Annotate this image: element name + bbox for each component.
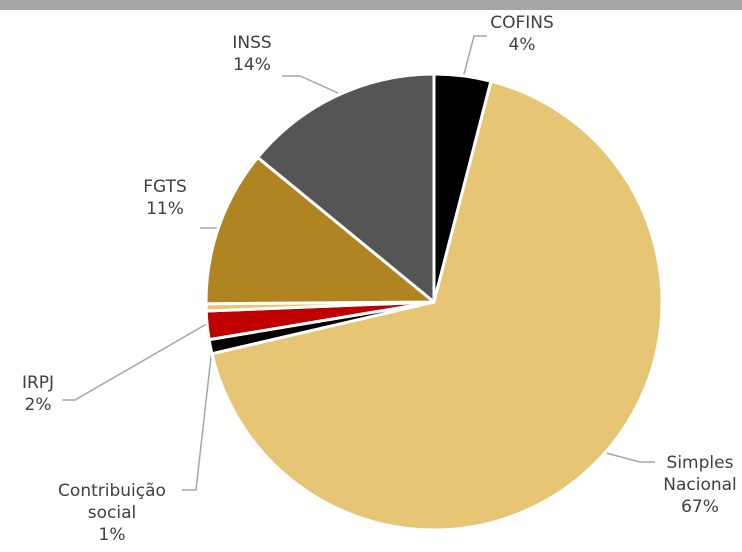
data-label: Simples Nacional 67%: [645, 452, 742, 518]
data-label: FGTS 11%: [110, 176, 220, 220]
category-label: INSS: [232, 33, 272, 53]
category-label: Contribuição social: [58, 481, 166, 523]
category-label: FGTS: [143, 177, 187, 197]
leader-line: [605, 452, 655, 463]
data-label: INSS 14%: [197, 32, 307, 76]
pie-slice: [204, 155, 436, 306]
value-label: 2%: [24, 395, 52, 415]
value-label: 1%: [98, 525, 126, 545]
category-label: IRPJ: [21, 373, 55, 393]
value-label: 11%: [146, 199, 184, 219]
pie-slice: [210, 79, 664, 532]
category-label: COFINS: [490, 13, 554, 33]
leader-line: [282, 75, 339, 94]
value-label: 14%: [233, 55, 271, 75]
leader-line: [62, 321, 211, 401]
value-label: 4%: [508, 35, 536, 55]
leader-line: [462, 35, 487, 79]
leader-line: [182, 347, 213, 491]
pie-slice: [256, 72, 436, 304]
top-border: [0, 0, 742, 10]
data-label: Contribuição social 1%: [57, 480, 167, 546]
data-label: COFINS 4%: [467, 12, 577, 56]
value-label: 67%: [681, 497, 719, 517]
data-label: IRPJ 2%: [0, 372, 93, 416]
category-label: Simples Nacional: [663, 453, 737, 495]
